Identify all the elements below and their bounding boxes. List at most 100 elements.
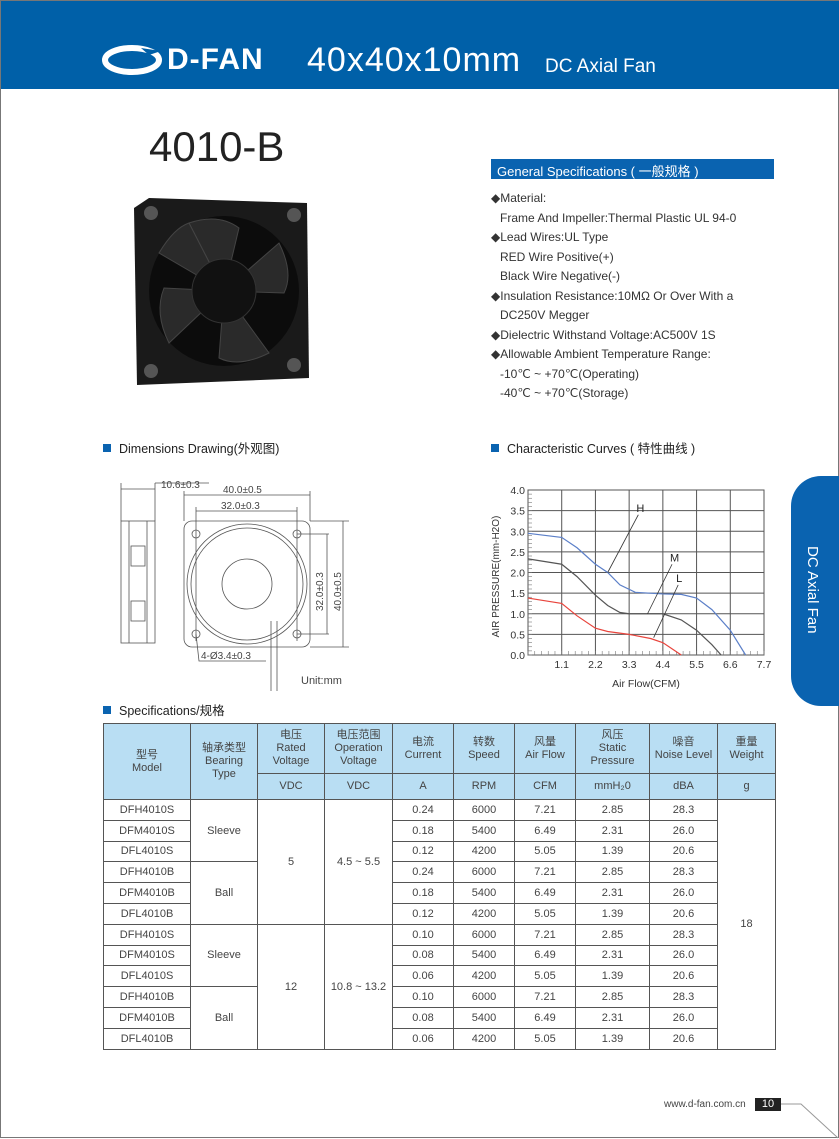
dim-hole-spacing-v: 32.0±0.3 bbox=[315, 572, 326, 611]
model-title: 4010-B bbox=[149, 123, 285, 170]
table-cell: 28.3 bbox=[649, 923, 718, 946]
dim-thickness: 10.6±0.3 bbox=[161, 480, 200, 491]
weight-cell: 18 bbox=[717, 799, 776, 1050]
table-cell: 7.21 bbox=[514, 986, 576, 1008]
column-header: 轴承类型 Bearing Type bbox=[190, 723, 258, 800]
table-cell: 0.18 bbox=[392, 882, 454, 904]
spec-text: DC250V Megger bbox=[500, 308, 590, 322]
table-cell: 5.05 bbox=[514, 1027, 576, 1050]
table-cell: 2.31 bbox=[575, 882, 650, 904]
table-cell: 7.21 bbox=[514, 861, 576, 884]
y-tick-label: 1.5 bbox=[510, 588, 525, 600]
column-header-text: Operation bbox=[334, 742, 383, 754]
unit-cell: dBA bbox=[649, 773, 718, 800]
bearing-cell: Sleeve bbox=[190, 923, 258, 988]
table-cell: 26.0 bbox=[649, 819, 718, 842]
swirl-logo-icon bbox=[102, 45, 162, 75]
column-header-text: Air Flow bbox=[525, 748, 565, 761]
table-cell: DFM4010S bbox=[103, 819, 191, 842]
side-tab-label: DC Axial Fan bbox=[804, 546, 821, 634]
spec-line: -10℃ ~ +70℃(Operating) bbox=[491, 365, 736, 385]
table-cell: 6.49 bbox=[514, 819, 576, 842]
y-tick-label: 3.5 bbox=[510, 506, 525, 518]
series-label: L bbox=[676, 573, 682, 585]
table-row: DFL4010S 0.06 4200 5.05 1.39 20.6 bbox=[103, 965, 776, 988]
x-tick-label: 6.6 bbox=[723, 659, 738, 671]
table-cell: 5400 bbox=[453, 1006, 515, 1029]
table-cell: DFH4010B bbox=[103, 861, 191, 884]
brand-logo: D-FAN bbox=[101, 43, 264, 77]
spec-text: Allowable Ambient Temperature Range: bbox=[500, 347, 711, 361]
column-header: 风压 Static Pressure bbox=[575, 723, 650, 774]
table-cell: 2.85 bbox=[575, 799, 650, 821]
curve-M bbox=[527, 558, 722, 656]
footer-url[interactable]: www.d-fan.com.cn bbox=[664, 1099, 746, 1110]
leader-line bbox=[653, 584, 679, 638]
series-label: H bbox=[636, 503, 644, 515]
header-subtitle: DC Axial Fan bbox=[545, 56, 656, 77]
table-cell: 0.12 bbox=[392, 840, 454, 863]
table-cell: DFL4010S bbox=[103, 840, 191, 863]
x-axis-label: Air Flow(CFM) bbox=[612, 678, 680, 690]
column-header-text: 电压 bbox=[280, 729, 302, 741]
table-cell: DFH4010S bbox=[103, 799, 191, 821]
spec-text: RED Wire Positive(+) bbox=[500, 249, 614, 264]
voltage-cell: 12 bbox=[257, 923, 325, 1050]
dim-hole-spacing: 32.0±0.3 bbox=[221, 501, 260, 512]
spec-line: ◆Allowable Ambient Temperature Range: bbox=[491, 345, 736, 365]
column-header-text: 电压范围 bbox=[336, 729, 381, 741]
table-cell: 5400 bbox=[453, 819, 515, 842]
dim-height: 40.0±0.5 bbox=[333, 572, 344, 611]
dimensions-heading: Dimensions Drawing(外观图) bbox=[103, 438, 279, 457]
table-cell: 1.39 bbox=[575, 902, 650, 925]
unit-cell: RPM bbox=[453, 773, 515, 800]
diamond-bullet-icon: ◆ bbox=[491, 191, 501, 205]
column-header-text: 噪音 bbox=[672, 735, 695, 748]
column-header: 电压 Rated Voltage bbox=[257, 723, 325, 774]
table-cell: 4200 bbox=[453, 840, 515, 863]
table-cell: 2.85 bbox=[575, 986, 650, 1008]
table-cell: 20.6 bbox=[649, 965, 718, 988]
curves-heading-text: Characteristic Curves ( 特性曲线 ) bbox=[507, 442, 696, 456]
table-cell: 0.06 bbox=[392, 1027, 454, 1050]
voltage-cell: 5 bbox=[257, 799, 325, 925]
unit-label: Unit:mm bbox=[301, 675, 342, 687]
column-header-text: Static bbox=[598, 742, 627, 754]
characteristic-curves-chart: 1.1 2.2 3.3 4.4 5.5 6.6 7.7 0.0 0.5 1.0 1.5 2.0 2.5 3… bbox=[491, 485, 771, 690]
column-header-text: Type bbox=[212, 768, 236, 780]
column-header-text: Weight bbox=[729, 748, 764, 761]
dimensions-drawing: 10.6±0.3 40.0±0.5 32.0±0.3 32.0±0.3 40.0… bbox=[120, 480, 349, 691]
diamond-bullet-icon: ◆ bbox=[491, 347, 501, 361]
table-cell: 26.0 bbox=[649, 944, 718, 967]
curve-L bbox=[527, 597, 682, 656]
table-row: DFL4010S 0.12 4200 5.05 1.39 20.6 bbox=[103, 840, 776, 863]
bearing-cell: Sleeve bbox=[190, 798, 258, 863]
table-cell: 5.05 bbox=[514, 965, 576, 988]
table-cell: 20.6 bbox=[649, 840, 718, 863]
table-cell: 2.85 bbox=[575, 923, 650, 946]
table-cell: DFM4010B bbox=[103, 1006, 191, 1029]
table-cell: 2.31 bbox=[575, 819, 650, 842]
y-tick-label: 2.5 bbox=[510, 547, 525, 559]
table-cell: 6000 bbox=[453, 861, 515, 884]
dimensions-heading-text: Dimensions Drawing(外观图) bbox=[119, 442, 280, 456]
table-row: DFL4010B 0.12 4200 5.05 1.39 20.6 bbox=[103, 902, 776, 925]
table-cell: 26.0 bbox=[649, 1006, 718, 1029]
column-header: 风量 Air Flow bbox=[514, 723, 576, 774]
side-tab bbox=[791, 476, 839, 706]
column-header-text: 型号 bbox=[136, 748, 158, 761]
column-header-text: Bearing bbox=[205, 755, 243, 767]
table-cell: 20.6 bbox=[649, 1027, 718, 1050]
fan-size: 40x40x10mm bbox=[307, 41, 522, 79]
y-tick-label: 3.0 bbox=[510, 526, 525, 538]
column-header: 型号 Model bbox=[103, 723, 191, 800]
specs-heading: Specifications/规格 bbox=[103, 700, 225, 719]
table-cell: 0.12 bbox=[392, 902, 454, 925]
series-label: M bbox=[670, 552, 679, 564]
footer-line bbox=[781, 1103, 839, 1139]
x-tick-label: 2.2 bbox=[588, 659, 603, 671]
x-tick-label: 5.5 bbox=[689, 659, 704, 671]
specs-heading-text: Specifications/规格 bbox=[119, 704, 225, 718]
x-tick-label: 3.3 bbox=[622, 659, 637, 671]
table-cell: 6000 bbox=[453, 799, 515, 821]
